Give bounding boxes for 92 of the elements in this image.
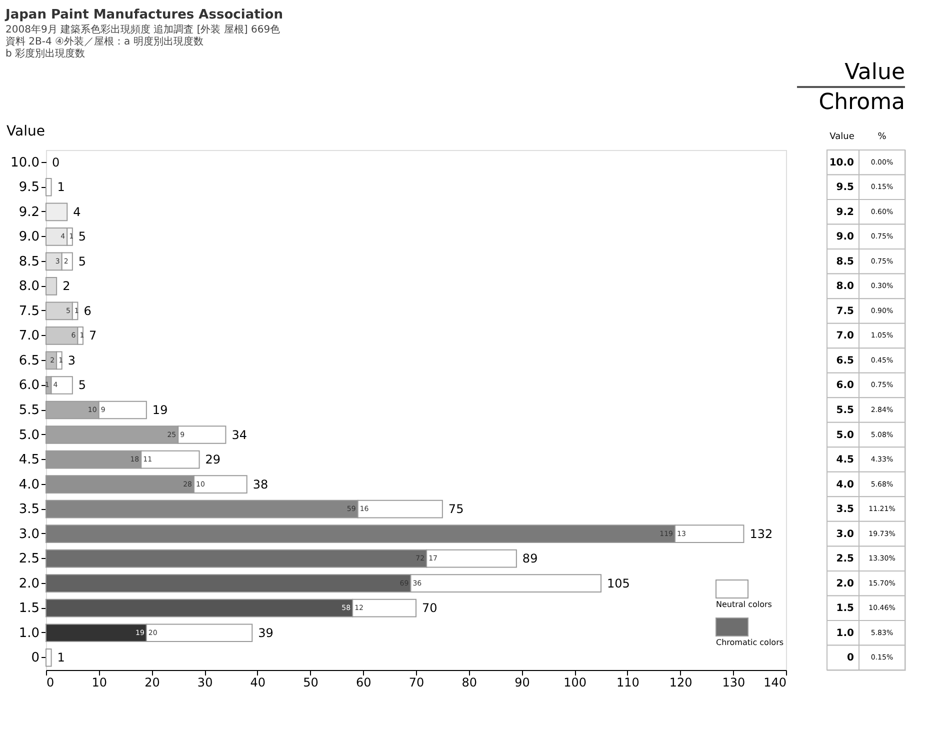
category-label: 7.5 (836, 306, 854, 317)
category-label: 6.5 (836, 355, 854, 366)
total-label: 39 (258, 626, 274, 640)
total-label: 132 (750, 526, 773, 541)
x-tick-label: 60 (356, 676, 372, 690)
x-tick-label: 140 (764, 676, 786, 690)
category-label: 3.0 (836, 528, 854, 540)
category-label: 6.0 (836, 380, 854, 392)
category-label: 9.0 (836, 232, 854, 243)
category-label: 5.0 (836, 430, 854, 441)
category-label: 8.5 (836, 256, 854, 268)
text: Value (844, 60, 905, 85)
category-label: 3.5 (836, 504, 854, 516)
total-label: 29 (205, 452, 221, 467)
category-label: 4.5 (836, 454, 854, 466)
y-tick-label: 7.5 (18, 304, 40, 319)
y-tick-label: 9.2 (18, 204, 40, 220)
x-tick-label: 70 (408, 676, 424, 690)
y-tick-label: 10.0 (10, 155, 40, 170)
text: b 彩度別出現度数 (6, 48, 86, 60)
total-label: 5 (78, 230, 86, 244)
category-label: 1.0 (836, 628, 854, 639)
x-tick-label: 130 (722, 676, 746, 690)
y-tick-label: 7.0 (18, 328, 40, 344)
x-tick-label: 10 (92, 676, 107, 690)
text: Chroma (818, 90, 905, 115)
y-tick-label: 2.5 (18, 552, 40, 567)
category-label: 4.0 (836, 479, 854, 490)
x-tick-label: 50 (303, 676, 318, 690)
y-tick-label: 3.5 (18, 502, 40, 518)
y-axis-title: Value (6, 124, 45, 140)
y-tick-label: 6.0 (18, 378, 40, 394)
y-tick-label: 4.5 (18, 452, 40, 468)
text: Value (830, 132, 855, 142)
chart-subtitle: 2008年9月 建築系色彩出現頻度 追加調査 [外装 屋根] 669色 (6, 24, 280, 36)
bar (46, 202, 68, 222)
y-tick-label: 8.5 (18, 254, 40, 270)
y-tick-label: 9.0 (18, 230, 40, 245)
total-label: 70 (422, 601, 438, 616)
category-label: 7.0 (836, 330, 854, 342)
total-label: 0 (52, 155, 60, 170)
total-label: 89 (522, 552, 538, 566)
y-tick-label: 6.5 (18, 353, 40, 368)
total-label: 7 (89, 328, 97, 343)
legend-label: Neutral colors (716, 600, 772, 609)
category-label: 10.0 (829, 157, 854, 168)
total-label: 3 (68, 353, 76, 368)
y-tick-label: 4.0 (18, 477, 40, 492)
text: 資料 2B-4 ④外装／屋根：a 明度別出現度数 (6, 36, 204, 48)
category-label: 1.5 (836, 603, 854, 614)
y-tick-label: 2.0 (18, 576, 40, 592)
category-label: 9.2 (836, 206, 854, 218)
x-tick-label: 0 (46, 676, 54, 690)
x-tick-label: 110 (616, 676, 640, 690)
category-label: 0 (847, 652, 854, 664)
total-label: 1 (57, 180, 65, 194)
x-tick-label: 100 (564, 676, 587, 690)
x-tick-label: 80 (462, 676, 477, 690)
category-label: 9.5 (836, 182, 854, 194)
x-tick-label: 40 (250, 676, 266, 690)
y-tick-label: 8.0 (18, 279, 40, 294)
x-tick-label: 120 (669, 676, 692, 690)
bar (46, 178, 52, 196)
category-label: 5.5 (836, 405, 854, 416)
x-tick-label: 90 (514, 676, 530, 690)
y-tick-label: 5.5 (18, 403, 40, 418)
bar (46, 648, 52, 667)
total-label: 1 (57, 650, 65, 665)
category-label: 2.5 (836, 554, 854, 565)
category-label: 8.0 (836, 281, 854, 292)
category-label: 2.0 (836, 578, 854, 590)
y-tick-label: 3.0 (18, 526, 40, 542)
y-tick-label: 5.0 (18, 428, 40, 443)
total-label: 105 (607, 576, 630, 590)
y-tick-label: 0 (31, 650, 40, 666)
y-tick-label: 9.5 (18, 180, 40, 196)
total-label: 2 (62, 279, 70, 294)
total-label: 6 (84, 304, 92, 318)
total-label: 38 (252, 477, 268, 492)
legend-label: Chromatic colors (716, 638, 784, 647)
x-tick-label: 30 (197, 676, 213, 690)
y-tick-label: 1.5 (18, 601, 40, 616)
total-label: 5 (78, 254, 86, 268)
text: % (878, 132, 887, 142)
total-label: 34 (232, 428, 247, 442)
total-label: 19 (152, 403, 168, 417)
total-label: 4 (73, 204, 81, 219)
x-tick-label: 20 (144, 676, 160, 690)
chart-title: Japan Paint Manufactures Association (4, 8, 283, 22)
total-label: 75 (448, 502, 464, 516)
total-label: 5 (78, 378, 86, 392)
y-tick-label: 1.0 (18, 626, 40, 641)
